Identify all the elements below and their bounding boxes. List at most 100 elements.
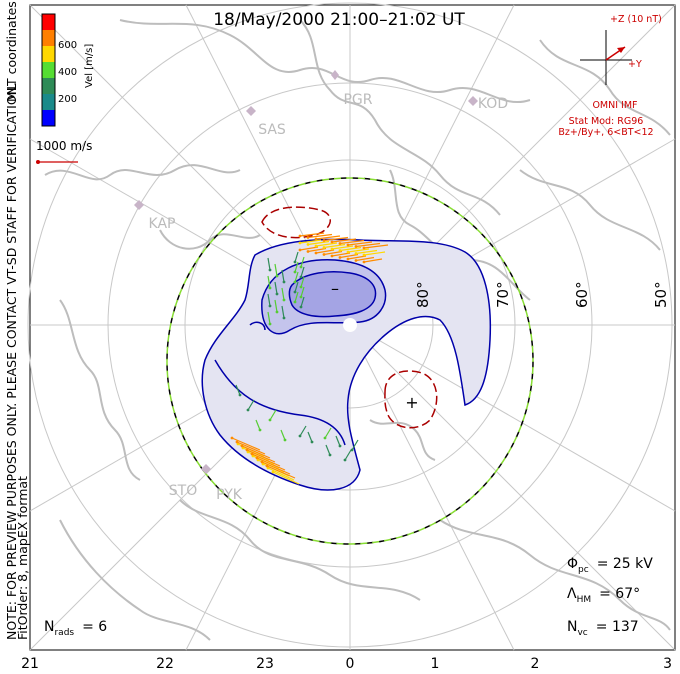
coast-south bbox=[179, 499, 421, 601]
station-label-pyk: PYK bbox=[216, 487, 243, 503]
velocity-vector bbox=[299, 232, 325, 237]
colorbar-segment bbox=[42, 62, 55, 79]
velocity-vector bbox=[363, 251, 386, 256]
radar-stations bbox=[134, 70, 478, 474]
station-marker-sto bbox=[201, 464, 211, 474]
velocity-vector-origin bbox=[298, 434, 302, 438]
velocity-vector bbox=[261, 461, 291, 475]
velocity-vector bbox=[315, 242, 338, 247]
velocity-vector-origin bbox=[299, 265, 303, 269]
velocity-vector-origin bbox=[246, 408, 250, 412]
colorbar-segment bbox=[42, 94, 55, 111]
velocity-vector bbox=[281, 305, 285, 319]
velocity-vector bbox=[339, 239, 365, 245]
velocity-vector-origin bbox=[268, 418, 272, 422]
potential-min-sign: – bbox=[331, 279, 339, 298]
colorbar-segment bbox=[42, 30, 55, 47]
velocity-vector bbox=[331, 245, 354, 250]
colorbar-tick-600: 600 bbox=[58, 40, 77, 51]
imf-vector-arrowhead bbox=[617, 47, 625, 53]
velocity-vector bbox=[236, 441, 266, 455]
velocity-vector-origin bbox=[240, 444, 244, 448]
velocity-vector bbox=[323, 236, 349, 242]
velocity-vector-origin bbox=[299, 305, 303, 309]
velocity-vector-origin bbox=[322, 246, 326, 249]
velocity-vector bbox=[280, 429, 286, 441]
colorbar-frame bbox=[41, 13, 56, 127]
colorbar-tick-200: 200 bbox=[58, 94, 77, 105]
station-label-sto: STO bbox=[169, 483, 197, 499]
velocity-vector bbox=[344, 449, 352, 461]
velocity-vector-origin bbox=[350, 448, 354, 452]
imf-source: OMNI IMF bbox=[592, 100, 637, 111]
velocity-vector bbox=[355, 249, 378, 255]
velocity-vector bbox=[274, 263, 278, 277]
negative-cell-inner-contour bbox=[288, 271, 377, 318]
velocity-vector bbox=[307, 233, 333, 239]
velocity-vector bbox=[267, 293, 271, 307]
stat-phi-pc: Φpc = 25 kV bbox=[567, 556, 653, 575]
velocity-vector bbox=[266, 465, 296, 479]
stat-lambda-hm: ΛHM = 67° bbox=[567, 586, 640, 605]
velocity-vector-origin bbox=[275, 310, 279, 314]
velocity-vector bbox=[241, 445, 271, 459]
station-marker-kap bbox=[134, 200, 144, 210]
coast-ne bbox=[299, 19, 501, 216]
velocity-vector-origin bbox=[230, 436, 234, 440]
velocity-vector-origin bbox=[268, 304, 272, 308]
velocity-vector bbox=[299, 239, 322, 244]
velocity-vector-origin bbox=[338, 242, 342, 245]
velocity-vector bbox=[267, 311, 271, 325]
lat-label-80: 80° bbox=[414, 281, 432, 308]
station-label-kod: KOD bbox=[478, 96, 508, 112]
velocity-vector bbox=[324, 427, 332, 439]
velocity-vector bbox=[307, 240, 330, 246]
velocity-vector bbox=[251, 453, 281, 467]
velocity-vector-origin bbox=[330, 247, 334, 251]
velocity-vector-origin bbox=[268, 268, 272, 272]
velocity-vector-origin bbox=[310, 440, 314, 444]
velocity-vector-origin bbox=[238, 393, 242, 397]
velocity-vector bbox=[299, 246, 319, 251]
station-marker-sas bbox=[246, 106, 256, 116]
scale-vector-label: 1000 m/s bbox=[36, 139, 92, 153]
velocity-vector bbox=[355, 242, 381, 248]
colorbar-tick-400: 400 bbox=[58, 67, 77, 78]
velocity-vector bbox=[231, 437, 261, 451]
velocity-vector bbox=[315, 249, 335, 254]
velocity-vector bbox=[294, 291, 299, 303]
velocity-vector bbox=[347, 255, 367, 260]
velocity-vectors bbox=[230, 232, 389, 485]
velocity-vector bbox=[274, 281, 278, 295]
velocity-vector bbox=[331, 252, 351, 257]
stat-model: Stat Mod: RG96 bbox=[569, 116, 644, 127]
velocity-vector-origin bbox=[293, 300, 297, 304]
mlt-label-23: 23 bbox=[256, 656, 274, 672]
colorbar-label: Vel [m/s] bbox=[84, 44, 95, 88]
velocity-vector-origin bbox=[255, 456, 259, 460]
velocity-vector-origin bbox=[314, 251, 318, 255]
imf-clock bbox=[580, 30, 632, 85]
velocity-vector bbox=[255, 419, 261, 431]
velocity-vector-origin bbox=[314, 244, 318, 248]
velocity-vector-origin bbox=[268, 322, 272, 326]
colorbar-segment bbox=[42, 110, 55, 127]
velocity-vector-origin bbox=[299, 285, 303, 289]
velocity-vector bbox=[294, 281, 299, 293]
velocity-vector-origin bbox=[338, 256, 342, 259]
velocity-vector bbox=[281, 287, 285, 301]
mlt-label-21: 21 bbox=[21, 656, 39, 672]
mlt-label-3: 3 bbox=[663, 656, 672, 672]
fit-order-note: FitOrder: 8, mapEX format bbox=[15, 476, 30, 640]
velocity-vector-origin bbox=[268, 286, 272, 290]
velocity-vector bbox=[300, 296, 305, 308]
coast-se bbox=[439, 519, 671, 631]
velocity-vector-origin bbox=[299, 275, 303, 279]
velocity-vector-origin bbox=[293, 280, 297, 284]
coast-island-1 bbox=[159, 229, 261, 250]
velocity-vector-origin bbox=[293, 260, 297, 264]
velocity-vector-origin bbox=[346, 250, 350, 254]
velocity-vector bbox=[355, 256, 375, 262]
velocity-vector bbox=[269, 409, 277, 421]
velocity-vector-origin bbox=[338, 249, 342, 252]
